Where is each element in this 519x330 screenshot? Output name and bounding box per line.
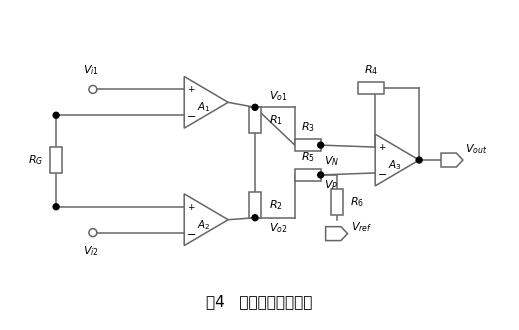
Text: $+$: $+$	[187, 202, 196, 212]
Text: $A_1$: $A_1$	[197, 100, 211, 114]
Polygon shape	[375, 134, 419, 186]
Circle shape	[252, 215, 258, 221]
Polygon shape	[184, 77, 228, 128]
Polygon shape	[184, 194, 228, 246]
Text: $-$: $-$	[186, 228, 196, 238]
Text: $R_5$: $R_5$	[301, 150, 315, 164]
Text: $R_G$: $R_G$	[28, 153, 43, 167]
Circle shape	[318, 142, 324, 148]
Circle shape	[416, 157, 422, 163]
Text: $V_N$: $V_N$	[324, 154, 339, 168]
Text: $+$: $+$	[187, 84, 196, 94]
Text: 图4   三运放仪表放大器: 图4 三运放仪表放大器	[206, 294, 312, 309]
Text: $R_6$: $R_6$	[349, 195, 364, 209]
Circle shape	[318, 172, 324, 178]
Bar	[249, 107, 261, 133]
Polygon shape	[441, 153, 463, 167]
Polygon shape	[325, 227, 348, 241]
Text: $R_1$: $R_1$	[269, 113, 283, 127]
Text: $R_3$: $R_3$	[301, 120, 315, 134]
Bar	[295, 169, 321, 181]
Bar	[50, 147, 62, 173]
Circle shape	[53, 204, 59, 210]
Text: $V_{i2}$: $V_{i2}$	[83, 245, 99, 258]
Text: $V_{o1}$: $V_{o1}$	[269, 89, 288, 103]
Circle shape	[252, 104, 258, 110]
Bar	[295, 139, 321, 151]
Text: $V_P$: $V_P$	[324, 178, 338, 192]
Bar	[359, 82, 385, 94]
Circle shape	[53, 112, 59, 118]
Text: $-$: $-$	[186, 110, 196, 120]
Text: $-$: $-$	[377, 168, 387, 178]
Text: $V_{i1}$: $V_{i1}$	[83, 64, 99, 78]
Text: $V_{o2}$: $V_{o2}$	[269, 222, 288, 236]
Text: $A_2$: $A_2$	[197, 218, 211, 232]
Text: $V_{ref}$: $V_{ref}$	[350, 220, 372, 234]
Text: $A_3$: $A_3$	[388, 158, 402, 172]
Text: $R_4$: $R_4$	[364, 64, 378, 78]
Text: $V_{out}$: $V_{out}$	[465, 142, 487, 156]
Bar	[331, 189, 343, 215]
Bar	[249, 192, 261, 218]
Text: $R_2$: $R_2$	[269, 198, 283, 212]
Text: $+$: $+$	[378, 142, 387, 152]
